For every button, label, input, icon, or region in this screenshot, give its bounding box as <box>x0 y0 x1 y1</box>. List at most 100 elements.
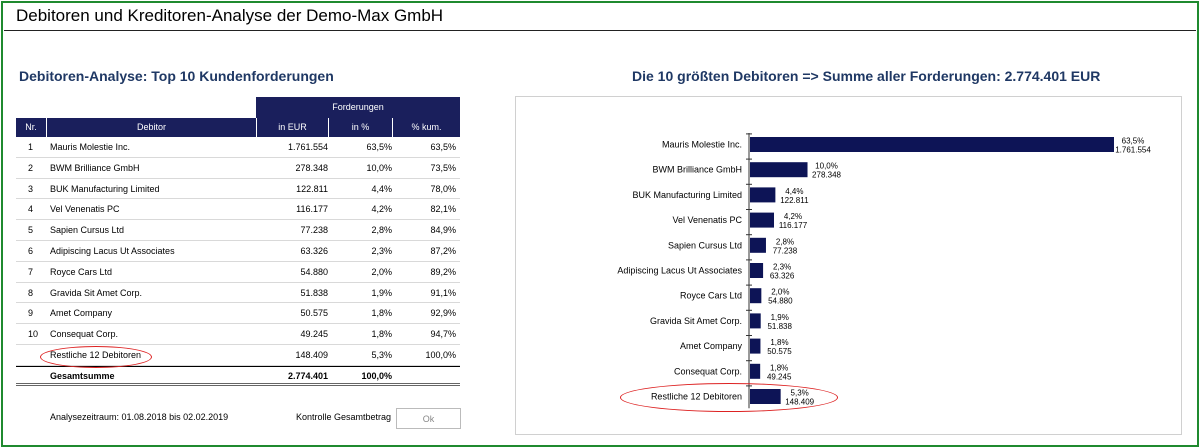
cell-pct: 5,3% <box>371 349 392 360</box>
table-row: 1 Mauris Molestie Inc. 1.761.554 63,5% 63,5% <box>16 137 460 158</box>
bar <box>750 237 766 253</box>
percent-label: 63,5% <box>1122 137 1145 146</box>
cell-nr: 2 <box>28 162 34 173</box>
cell-pct: 4,2% <box>371 204 392 215</box>
value-label: 49.245 <box>767 372 792 381</box>
highlight-oval-chart <box>620 383 838 412</box>
col-header-debitor: Debitor <box>46 118 256 137</box>
cell-kum: 78,0% <box>430 183 456 194</box>
cell-debitor: Vel Venenatis PC <box>50 204 120 215</box>
cell-nr: 8 <box>28 287 34 298</box>
bar <box>750 263 764 278</box>
window-title: Debitoren und Kreditoren-Analyse der Dem… <box>16 6 444 25</box>
category-label: Mauris Molestie Inc. <box>662 140 742 150</box>
cell-kum: 84,9% <box>430 225 456 236</box>
cell-debitor: BUK Manufacturing Limited <box>50 183 160 194</box>
cell-kum: 63,5% <box>430 142 456 152</box>
group-header-forderungen: Forderungen <box>256 97 460 118</box>
cell-kum: 94,7% <box>430 329 456 340</box>
cell-kum: 73,5% <box>430 162 456 173</box>
cell-kum: 89,2% <box>430 266 456 277</box>
category-label: Consequat Corp. <box>674 366 742 376</box>
cell-eur: 278.348 <box>295 162 328 173</box>
cell-pct: 2,8% <box>371 225 392 236</box>
cell-pct: 2,0% <box>371 266 392 277</box>
cell-nr: 3 <box>28 183 34 194</box>
value-label: 50.575 <box>767 347 792 356</box>
table-row: 3 BUK Manufacturing Limited 122.811 4,4% 78,… <box>16 179 460 200</box>
cell-nr: 1 <box>28 142 34 152</box>
cell-eur: 1.761.554 <box>287 142 328 152</box>
cell-nr: 4 <box>28 204 34 215</box>
cell-nr: 10 <box>28 329 39 340</box>
col-header-eur: in EUR <box>256 118 328 137</box>
cell-pct: 10,0% <box>366 162 392 173</box>
col-header-kum: % kum. <box>392 118 460 137</box>
cell-eur: 51.838 <box>300 287 328 298</box>
percent-label: 2,0% <box>771 288 789 297</box>
category-label: BUK Manufacturing Limited <box>632 190 742 200</box>
value-label: 51.838 <box>767 322 792 331</box>
value-label: 1.761.554 <box>1115 146 1151 155</box>
chart-title: Die 10 größten Debitoren => Summe aller … <box>632 68 1101 84</box>
cell-eur: 49.245 <box>300 329 328 340</box>
value-label: 54.880 <box>768 297 793 306</box>
cell-pct: 1,9% <box>371 287 392 298</box>
cell-kum: 87,2% <box>430 245 456 256</box>
value-label: 278.348 <box>812 171 841 180</box>
table-row: 8 Gravida Sit Amet Corp. 51.838 1,9% 91,1% <box>16 283 460 304</box>
cell-eur: 77.238 <box>300 225 328 236</box>
percent-label: 4,4% <box>785 187 803 196</box>
category-label: Sapien Cursus Ltd <box>668 240 742 250</box>
category-label: Amet Company <box>680 341 743 351</box>
cell-pct: 4,4% <box>371 183 392 194</box>
title-divider <box>4 30 1196 31</box>
table-row: 6 Adipiscing Lacus Ut Associates 63.326 2,3… <box>16 241 460 262</box>
total-pct: 100,0% <box>361 370 392 381</box>
cell-debitor: Royce Cars Ltd <box>50 266 113 277</box>
cell-nr: 7 <box>28 266 34 277</box>
chart-panel: Mauris Molestie Inc. 63,5% 1.761.554 BWM Br… <box>515 96 1182 435</box>
total-eur: 2.774.401 <box>287 370 328 381</box>
bar <box>750 363 761 379</box>
cell-pct: 63,5% <box>366 142 392 152</box>
bar <box>750 288 762 304</box>
cell-debitor: Adipiscing Lacus Ut Associates <box>50 245 175 256</box>
bar <box>750 187 776 203</box>
percent-label: 1,8% <box>770 363 788 372</box>
cell-debitor: Consequat Corp. <box>50 329 119 340</box>
category-label: Royce Cars Ltd <box>680 291 742 301</box>
col-header-pct: in % <box>328 118 392 137</box>
highlight-oval-table <box>40 346 152 368</box>
table-body: 1 Mauris Molestie Inc. 1.761.554 63,5% 63,5%… <box>16 137 460 386</box>
cell-eur: 63.326 <box>300 245 328 256</box>
cell-eur: 50.575 <box>300 308 328 319</box>
bar <box>750 212 775 228</box>
category-label: Vel Venenatis PC <box>672 215 742 225</box>
cell-pct: 2,3% <box>371 245 392 256</box>
bar <box>750 313 761 329</box>
cell-nr: 5 <box>28 225 34 236</box>
cell-kum: 82,1% <box>430 204 456 215</box>
table-row: 10 Consequat Corp. 49.245 1,8% 94,7% <box>16 324 460 345</box>
cell-debitor: Mauris Molestie Inc. <box>50 142 131 152</box>
table-section-title: Debitoren-Analyse: Top 10 Kundenforderun… <box>19 68 334 84</box>
percent-label: 10,0% <box>815 162 838 171</box>
cell-eur: 116.177 <box>296 204 328 215</box>
total-label: Gesamtsumme <box>50 370 115 381</box>
cell-eur: 148.409 <box>295 349 328 360</box>
table-header-row: Nr. Debitor in EUR in % % kum. <box>16 118 460 137</box>
cell-nr: 6 <box>28 245 34 256</box>
value-label: 77.238 <box>773 246 798 255</box>
value-label: 122.811 <box>780 196 809 205</box>
bar <box>750 338 761 354</box>
percent-label: 1,9% <box>771 313 789 322</box>
cell-kum: 91,1% <box>430 287 456 298</box>
table-row: 2 BWM Brilliance GmbH 278.348 10,0% 73,5% <box>16 158 460 179</box>
ok-button[interactable]: Ok <box>396 408 461 429</box>
bar <box>750 137 1114 152</box>
cell-debitor: Amet Company <box>50 308 113 319</box>
col-header-nr: Nr. <box>25 122 37 132</box>
cell-debitor: Gravida Sit Amet Corp. <box>50 287 143 298</box>
